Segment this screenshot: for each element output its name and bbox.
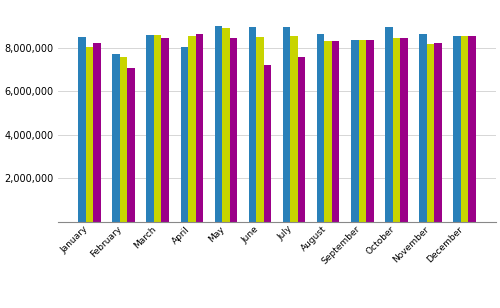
Bar xyxy=(78,37,86,222)
Bar xyxy=(264,65,272,222)
Bar xyxy=(420,34,427,222)
Bar xyxy=(93,43,100,222)
Bar xyxy=(385,27,392,222)
Bar xyxy=(222,28,230,222)
Bar xyxy=(120,58,128,222)
Bar xyxy=(427,44,434,222)
Bar xyxy=(162,38,169,222)
Bar xyxy=(358,40,366,222)
Bar xyxy=(317,34,324,222)
Bar xyxy=(180,47,188,222)
Bar xyxy=(112,54,120,222)
Bar xyxy=(454,36,461,222)
Bar xyxy=(298,58,306,222)
Bar xyxy=(366,40,374,222)
Bar xyxy=(461,36,468,222)
Bar xyxy=(128,68,135,222)
Bar xyxy=(86,47,93,222)
Bar xyxy=(256,37,264,222)
Bar xyxy=(146,34,154,222)
Bar xyxy=(154,34,162,222)
Bar xyxy=(332,41,340,222)
Bar xyxy=(468,36,476,222)
Bar xyxy=(324,41,332,222)
Bar xyxy=(434,43,442,222)
Bar xyxy=(392,38,400,222)
Bar xyxy=(400,38,407,222)
Bar xyxy=(248,27,256,222)
Bar xyxy=(283,27,290,222)
Bar xyxy=(290,36,298,222)
Bar xyxy=(214,26,222,222)
Bar xyxy=(188,36,196,222)
Bar xyxy=(196,34,203,222)
Bar xyxy=(230,38,237,222)
Bar xyxy=(351,40,358,222)
